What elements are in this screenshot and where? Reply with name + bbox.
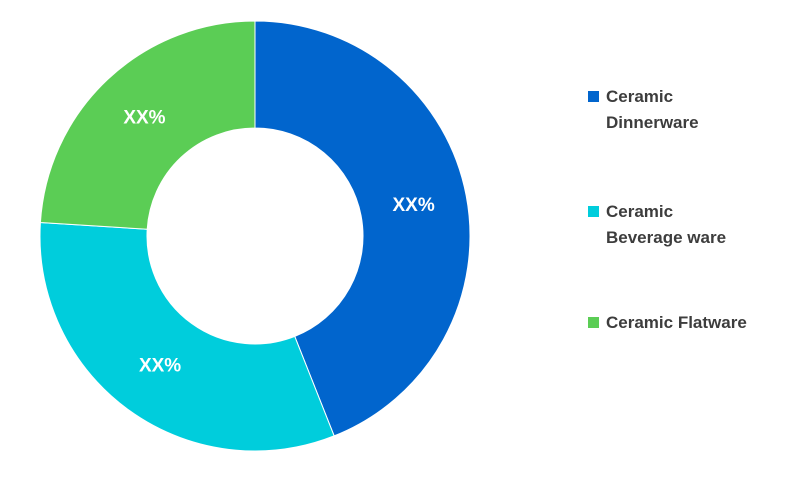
legend-item-beverage: Ceramic Beverage ware [588, 199, 793, 251]
slice-label-dinnerware: XX% [393, 195, 435, 216]
chart-legend: Ceramic Dinnerware Ceramic Beverage ware… [588, 84, 793, 336]
slice-label-beverage: XX% [139, 356, 181, 377]
legend-swatch-beverage [588, 206, 599, 217]
legend-item-dinnerware: Ceramic Dinnerware [588, 84, 793, 136]
slice-label-flatware: XX% [123, 107, 165, 128]
legend-item-flatware: Ceramic Flatware [588, 310, 793, 336]
legend-label-line1: Ceramic Flatware [606, 313, 747, 332]
legend-swatch-flatware [588, 317, 599, 328]
legend-label-line1: Ceramic [606, 87, 674, 106]
legend-label-line2: Dinnerware [606, 113, 699, 132]
legend-swatch-dinnerware [588, 91, 599, 102]
legend-label-line2: Beverage ware [606, 228, 727, 247]
donut-slice-dinnerware [254, 20, 471, 437]
donut-slice-flatware [39, 20, 256, 230]
donut-slice-beverage [39, 221, 335, 452]
legend-label-line1: Ceramic [606, 202, 674, 221]
